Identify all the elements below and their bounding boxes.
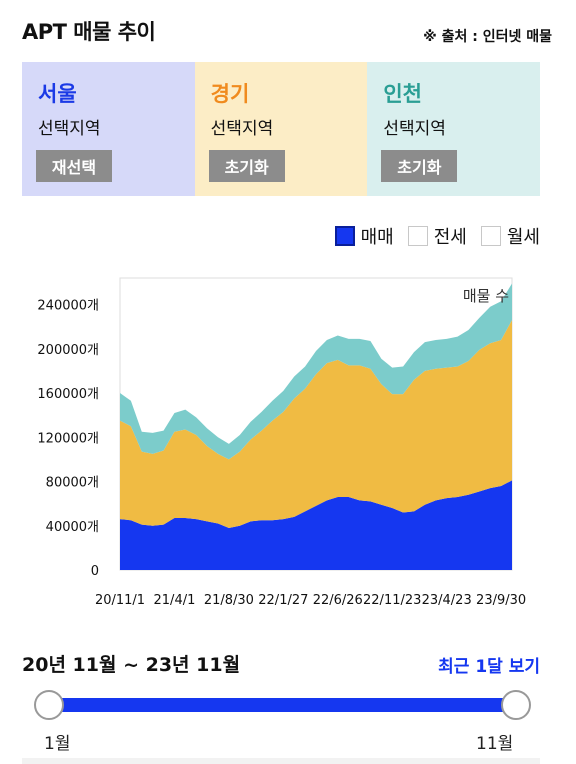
region-panel: 서울 선택지역 재선택 경기 선택지역 초기화 인천 선택지역 초기화 (22, 62, 541, 196)
y-tick-label: 80000개 (46, 476, 99, 491)
region-status: 선택지역 (383, 119, 446, 139)
y-tick-label: 200000개 (37, 343, 99, 358)
series-area (120, 283, 512, 460)
period-range: 20년 11월 ~ 23년 11월 (22, 654, 241, 676)
jeonse-checkbox[interactable] (407, 226, 428, 246)
recent-month-link[interactable]: 최근 1달 보기 (438, 657, 540, 677)
x-tick-label: 22/6/26 (313, 593, 363, 608)
x-tick-label: 21/4/1 (154, 593, 196, 608)
filter-label: 매매 (360, 227, 394, 248)
sale-checkbox[interactable] (334, 226, 355, 246)
region-incheon: 인천 선택지역 초기화 (367, 62, 541, 196)
period-slider-track[interactable] (50, 698, 516, 712)
region-name: 경기 (210, 82, 250, 106)
trade-type-filters: 매매 전세 월세 (334, 223, 540, 249)
y-tick-label: 240000개 (37, 299, 99, 314)
chart-annotation: 매물 수 (463, 287, 509, 305)
series-area (120, 480, 512, 570)
y-tick-label: 120000개 (37, 431, 99, 446)
y-tick-label: 160000개 (37, 387, 99, 402)
x-tick-label: 22/11/23 (363, 593, 421, 608)
page-title: APT 매물 추이 (22, 20, 156, 44)
slider-end-handle[interactable] (501, 690, 531, 720)
reset-button[interactable]: 초기화 (381, 150, 458, 182)
reset-button[interactable]: 초기화 (208, 150, 285, 182)
region-name: 서울 (38, 82, 77, 106)
x-tick-label: 22/1/27 (258, 593, 308, 608)
region-seoul: 서울 선택지역 재선택 (22, 62, 195, 196)
reselect-button[interactable]: 재선택 (36, 150, 112, 182)
bottom-divider (22, 758, 540, 764)
y-tick-label: 0 (91, 564, 99, 579)
y-tick-label: 40000개 (46, 520, 99, 535)
filter-sale[interactable]: 매매 (334, 223, 394, 249)
region-gyeonggi: 경기 선택지역 초기화 (194, 62, 368, 196)
header: APT 매물 추이 ※ 출처 : 인터넷 매물 (22, 16, 552, 46)
x-tick-label: 21/8/30 (204, 593, 254, 608)
monthly-rent-checkbox[interactable] (480, 226, 501, 246)
region-status: 선택지역 (38, 119, 101, 139)
source-note: ※ 출처 : 인터넷 매물 (423, 29, 552, 45)
x-tick-label: 23/4/23 (422, 593, 472, 608)
x-tick-label: 20/11/1 (95, 593, 145, 608)
region-name: 인천 (383, 82, 422, 106)
series-area (120, 320, 512, 528)
listing-trend-chart: 0 40000개 80000개 120000개 160000개 200000개 240000… (37, 277, 526, 608)
slider-start-label: 1월 (44, 734, 71, 754)
region-status: 선택지역 (210, 119, 274, 139)
slider-start-handle[interactable] (34, 690, 64, 720)
filter-label: 월세 (506, 227, 540, 248)
filter-label: 전세 (433, 227, 467, 248)
filter-monthly-rent[interactable]: 월세 (480, 223, 540, 249)
filter-jeonse[interactable]: 전세 (407, 223, 467, 249)
slider-end-label: 11월 (476, 734, 514, 754)
x-tick-label: 23/9/30 (476, 593, 526, 608)
